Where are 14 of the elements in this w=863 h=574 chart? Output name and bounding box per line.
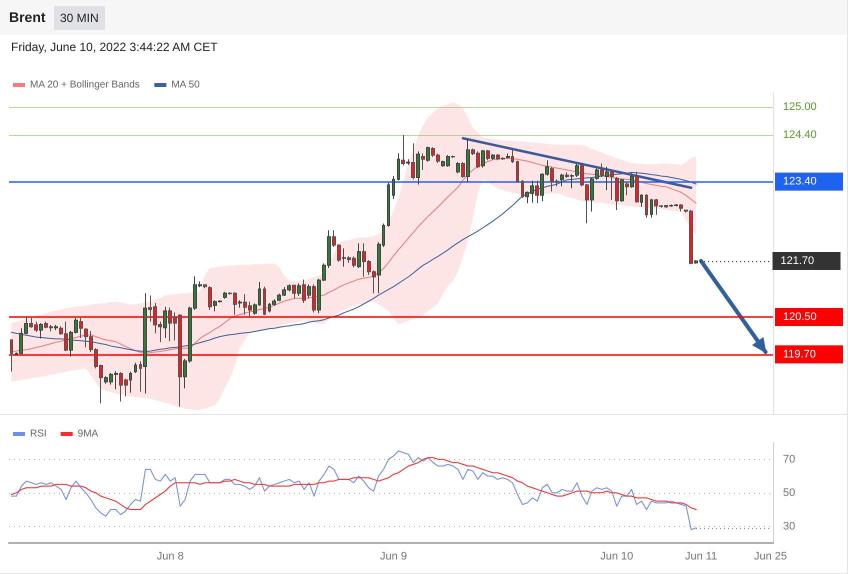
candlestick [139, 360, 142, 392]
legend-label: RSI [30, 428, 47, 440]
y-tick-label: 70 [783, 453, 796, 466]
candlestick [134, 362, 137, 374]
y-tick-label: 30 [783, 520, 796, 532]
candlestick [129, 371, 132, 394]
x-tick-label: Jun 11 [684, 550, 718, 562]
x-tick-label: Jun 25 [754, 550, 788, 562]
x-tick-label: Jun 10 [600, 550, 634, 562]
x-tick-label: Jun 8 [156, 550, 184, 562]
legend-label: 9MA [78, 428, 99, 440]
x-tick-label: Jun 9 [380, 550, 407, 562]
y-tick-label: 50 [783, 486, 796, 499]
line-series [10, 457, 697, 510]
